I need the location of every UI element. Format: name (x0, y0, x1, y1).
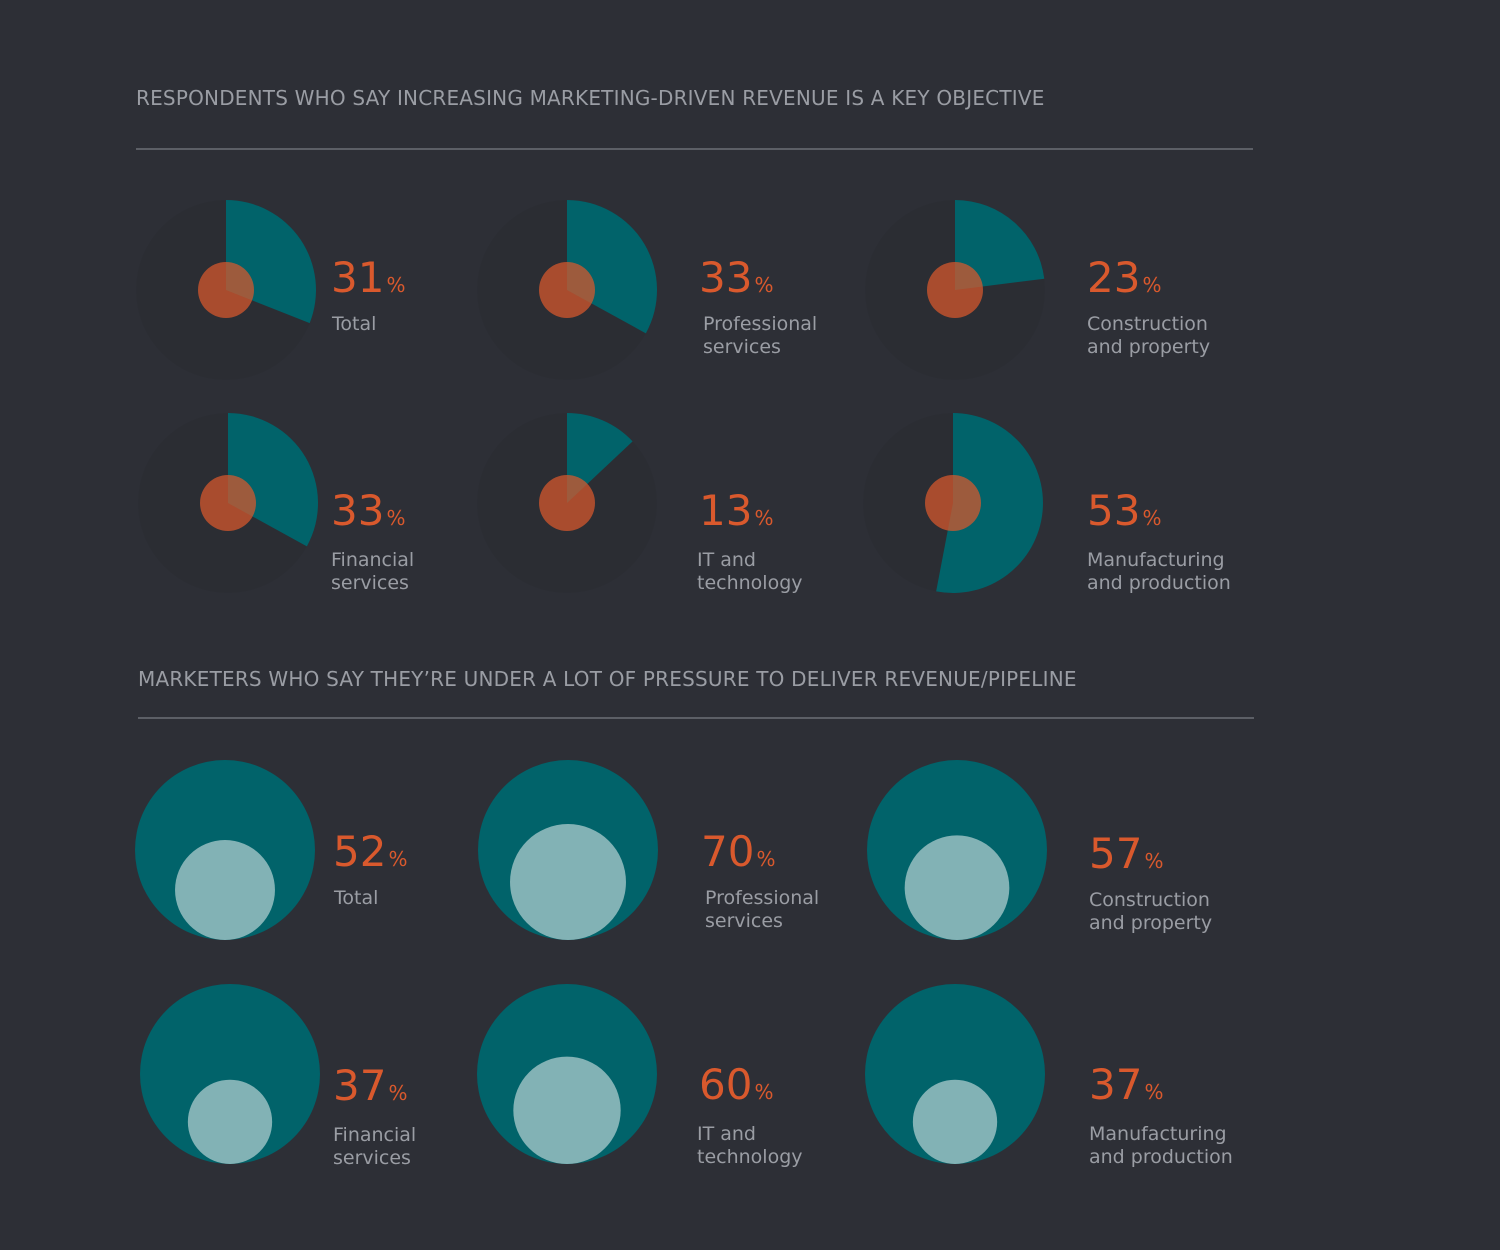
bubble-professional-services-inner-circle (510, 824, 626, 940)
bubble-financial-services-percent-number: 37 (333, 1061, 386, 1110)
bubble-construction-and-property-category-label: Construction (1089, 889, 1210, 911)
pie-it-and-technology-category-label: technology (697, 572, 803, 594)
bubble-financial-services-outer-circle (140, 984, 320, 1164)
bubble-it-and-technology-category-label: technology (697, 1146, 803, 1168)
pie-financial-services-category-label: services (331, 572, 409, 594)
bubble-total-category-label: Total (333, 887, 378, 909)
pie-it-and-technology-percent-number: 13 (699, 486, 752, 535)
bubble-total-percent-sign: % (388, 847, 407, 871)
section-divider (136, 148, 1253, 150)
pie-professional-services-percent-sign: % (754, 273, 773, 297)
pie-manufacturing-and-production-percent-sign: % (1142, 506, 1161, 530)
bubble-professional-services-category-label: Professional (705, 887, 819, 909)
bubble-construction-and-property-percent-value: 57% (1089, 829, 1163, 878)
section-divider (138, 717, 1254, 719)
bubble-manufacturing-and-production-inner-circle (912, 1079, 998, 1164)
section-title-pressure: MARKETERS WHO SAY THEY’RE UNDER A LOT OF… (138, 667, 1077, 691)
pie-professional-services-percent-value: 33% (699, 253, 773, 302)
bubble-construction-and-property-percent-sign: % (1144, 849, 1163, 873)
bubble-it-and-technology-percent-number: 60 (699, 1060, 752, 1109)
bubble-financial-services-percent-sign: % (388, 1081, 407, 1105)
pie-construction-and-property-percent-number: 23 (1087, 253, 1140, 302)
bubble-it-and-technology-category-label: IT and (697, 1123, 756, 1145)
pie-construction-and-property-category-label: Construction (1087, 313, 1208, 335)
bubble-professional-services-percent-value: 70% (701, 827, 775, 876)
bubble-construction-and-property-percent-number: 57 (1089, 829, 1142, 878)
bubble-manufacturing-and-production-category-label: Manufacturing (1089, 1123, 1227, 1145)
pie-construction-and-property-category-label: and property (1087, 336, 1210, 358)
bubble-total-percent-value: 52% (333, 827, 407, 876)
pie-financial-services-percent-value: 33% (331, 486, 405, 535)
pie-total-percent-number: 31 (331, 253, 384, 302)
pie-total-percent-sign: % (386, 273, 405, 297)
pie-it-and-technology-percent-value: 13% (699, 486, 773, 535)
bubble-total-value-group: 52 % Total (333, 827, 407, 909)
pie-manufacturing-and-production-percent-number: 53 (1087, 486, 1140, 535)
pie-construction-and-property-wedge (955, 200, 1045, 290)
bubble-professional-services-percent-sign: % (756, 847, 775, 871)
pie-manufacturing-and-production-category-label: Manufacturing (1087, 549, 1225, 571)
pie-manufacturing-and-production-category-label: and production (1087, 572, 1231, 594)
bubble-manufacturing-and-production-category-label: and production (1089, 1146, 1233, 1168)
bubble-professional-services-category-label: services (705, 910, 783, 932)
pie-professional-services-percent-number: 33 (699, 253, 752, 302)
pie-financial-services-percent-number: 33 (331, 486, 384, 535)
bubble-it-and-technology-inner-circle (513, 1056, 621, 1165)
bubble-construction-and-property-category-label: and property (1089, 912, 1212, 934)
bubble-manufacturing-and-production-percent-number: 37 (1089, 1060, 1142, 1109)
pie-construction-and-property-center-dot (927, 262, 983, 318)
pie-it-and-technology-category-label: IT and (697, 549, 756, 571)
bubble-manufacturing-and-production-outer-circle (865, 984, 1045, 1164)
pie-total-percent-value: 31% (331, 253, 405, 302)
pie-construction-and-property-percent-value: 23% (1087, 253, 1161, 302)
pie-financial-services-percent-sign: % (386, 506, 405, 530)
pie-manufacturing-and-production-percent-value: 53% (1087, 486, 1161, 535)
pie-total-category-label: Total (331, 313, 376, 335)
pie-financial-services-center-dot (200, 475, 256, 531)
bubble-it-and-technology-percent-value: 60% (699, 1060, 773, 1109)
pie-professional-services-category-label: Professional (703, 313, 817, 335)
pie-construction-and-property-percent-sign: % (1142, 273, 1161, 297)
bubble-manufacturing-and-production-percent-sign: % (1144, 1080, 1163, 1104)
pie-financial-services-category-label: Financial (331, 549, 414, 571)
section-title-objective: RESPONDENTS WHO SAY INCREASING MARKETING… (136, 86, 1045, 110)
pie-manufacturing-and-production-center-dot (925, 475, 981, 531)
bubble-total-percent-number: 52 (333, 827, 386, 876)
bubble-financial-services-category-label: Financial (333, 1124, 416, 1146)
pie-it-and-technology-center-dot (539, 475, 595, 531)
pie-total-value-group: 31 % Total (331, 253, 405, 335)
bubble-total-inner-circle (175, 840, 275, 940)
bubble-financial-services-inner-circle (187, 1079, 273, 1164)
bubble-financial-services-category-label: services (333, 1147, 411, 1169)
bubble-professional-services-percent-number: 70 (701, 827, 754, 876)
bubble-manufacturing-and-production-percent-value: 37% (1089, 1060, 1163, 1109)
pie-professional-services-center-dot (539, 262, 595, 318)
pie-total-center-dot (198, 262, 254, 318)
pie-professional-services-category-label: services (703, 336, 781, 358)
bubble-construction-and-property-inner-circle (904, 835, 1010, 940)
pie-it-and-technology-percent-sign: % (754, 506, 773, 530)
pie-manufacturing-and-production-wedge (936, 413, 1043, 593)
bubble-financial-services-percent-value: 37% (333, 1061, 407, 1110)
bubble-it-and-technology-percent-sign: % (754, 1080, 773, 1104)
